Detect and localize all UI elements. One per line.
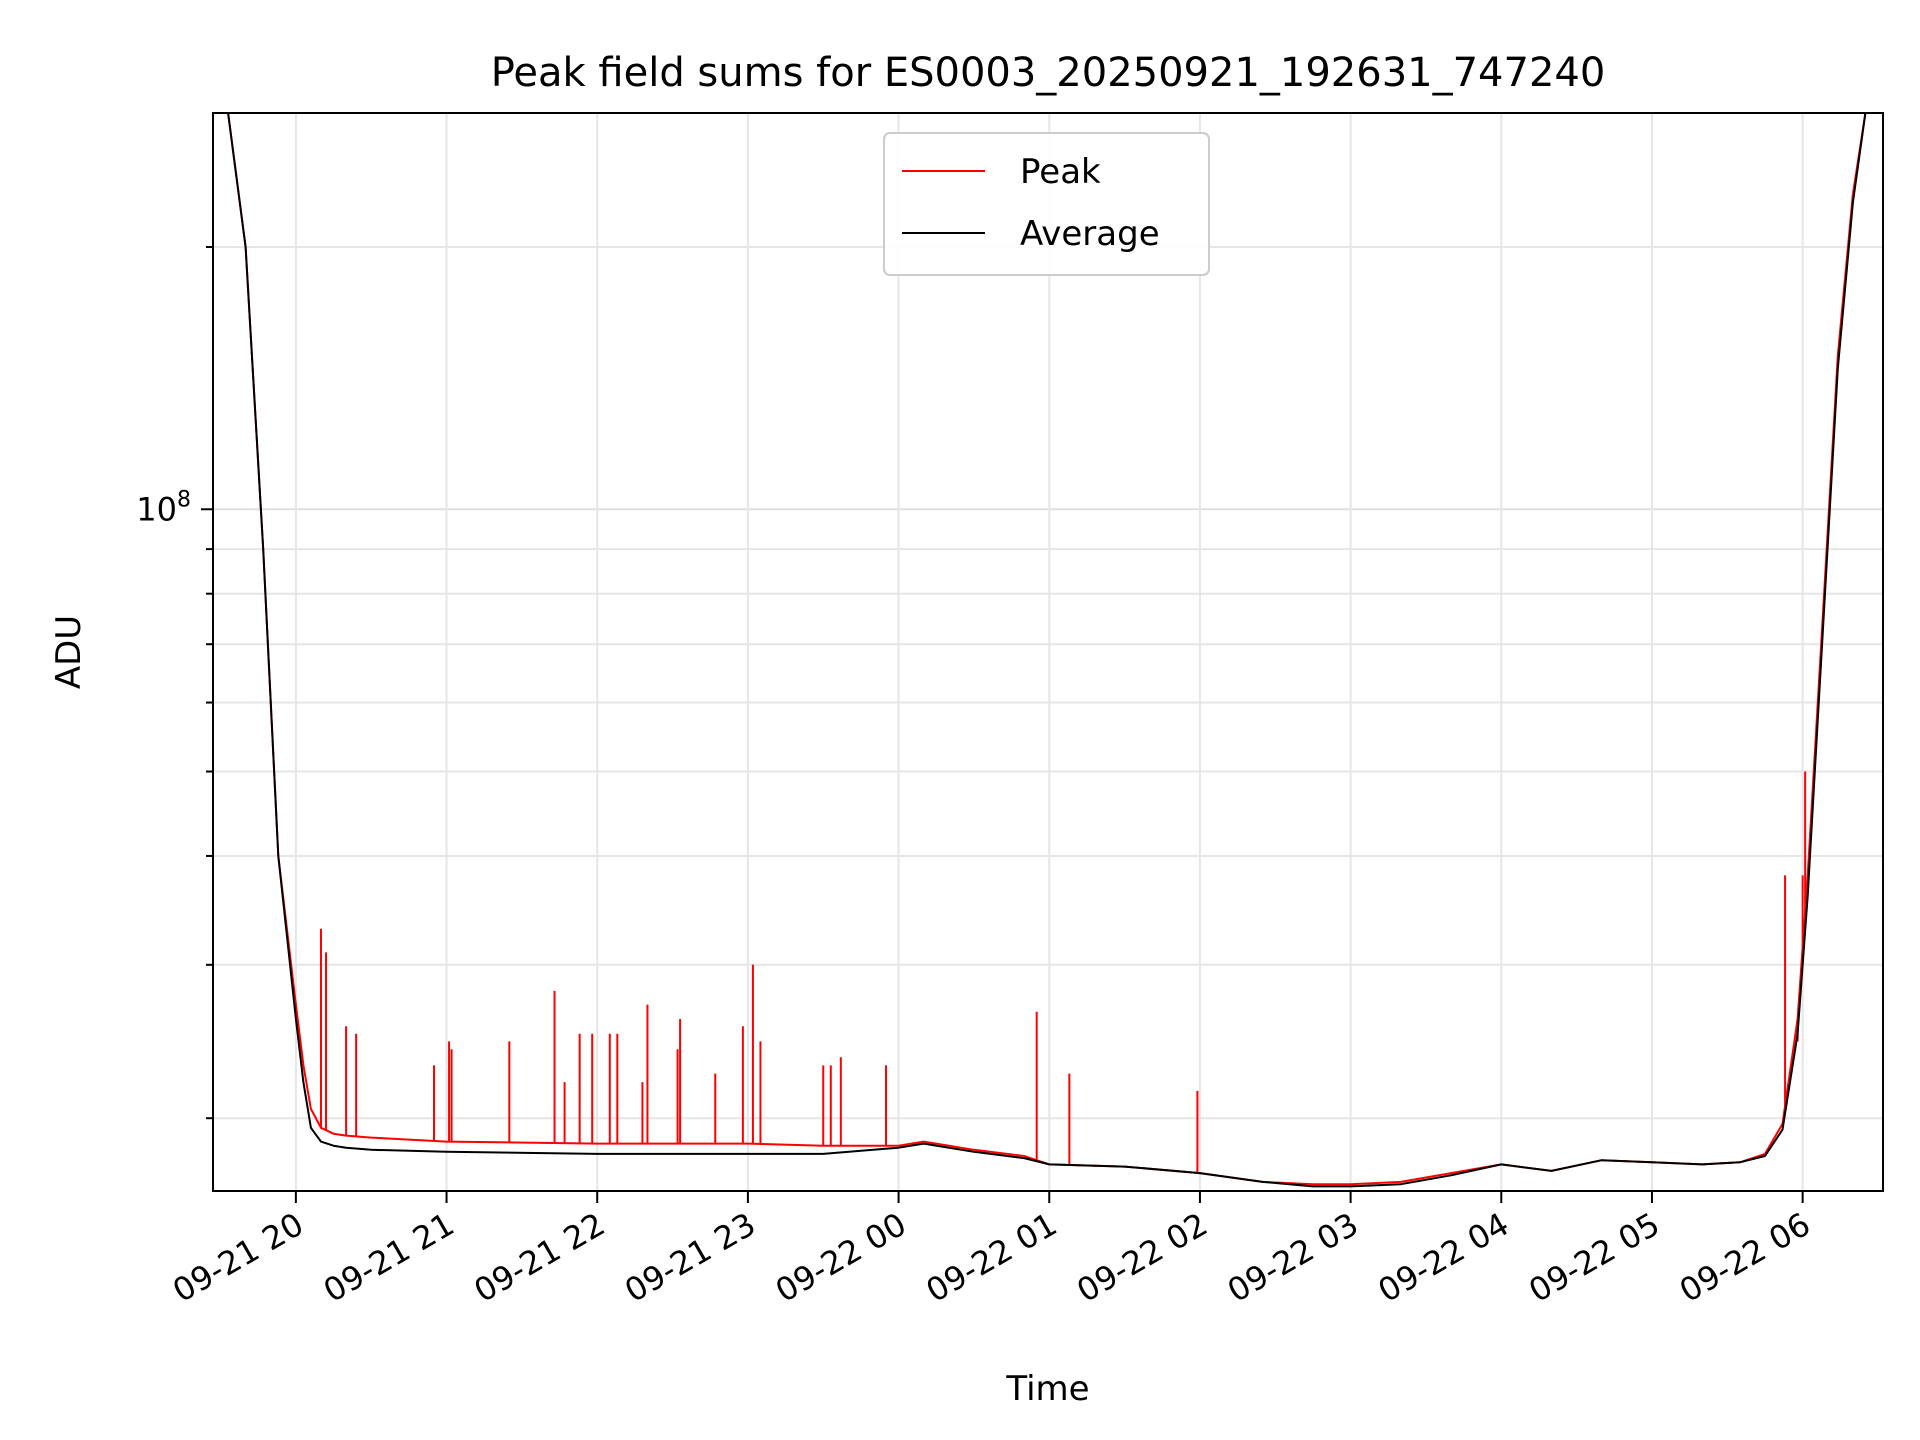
plot-background (213, 113, 1883, 1191)
y-axis: 108 (136, 246, 213, 1120)
legend: Peak Average (883, 132, 1210, 276)
plot-area (212, 112, 1884, 1192)
chart-title: Peak field sums for ES0003_20250921_1926… (491, 50, 1606, 96)
x-tick-label: 09-21 21 (317, 1205, 461, 1310)
series-layer (213, 113, 1883, 1188)
plot-frame (212, 112, 1884, 1192)
x-tick-label: 09-22 05 (1522, 1205, 1666, 1310)
x-tick-label: 09-22 03 (1221, 1205, 1365, 1310)
x-axis: 09-21 20 09-21 21 09-21 22 09-21 23 09-22 00… (166, 1191, 1817, 1310)
legend-label-average: Average (1020, 214, 1160, 254)
x-tick-label: 09-22 04 (1372, 1205, 1516, 1310)
x-tick-label: 09-22 00 (769, 1205, 913, 1310)
x-tick-label: 09-22 01 (920, 1205, 1064, 1310)
x-tick-label: 09-21 23 (618, 1205, 762, 1310)
series-line-average (213, 113, 1883, 1188)
y-axis-label: ADU (49, 615, 89, 689)
x-tick-label: 09-21 20 (166, 1205, 310, 1310)
x-axis-label: Time (1005, 1369, 1089, 1409)
x-tick-label: 09-22 02 (1070, 1205, 1214, 1310)
y-tick-label: 108 (136, 487, 191, 528)
legend-label-peak: Peak (1020, 152, 1101, 192)
x-tick-label: 09-22 06 (1673, 1205, 1817, 1310)
legend-box (883, 132, 1210, 276)
x-tick-label: 09-21 22 (468, 1205, 612, 1310)
